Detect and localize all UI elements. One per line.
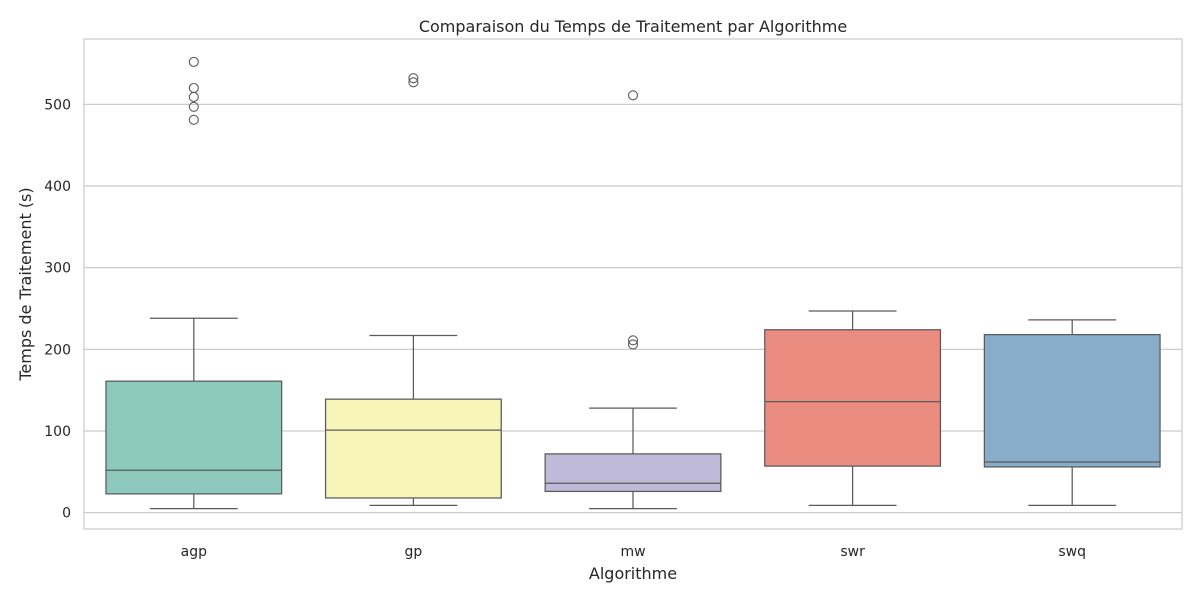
plot-area-frame: [83, 38, 1183, 530]
x-tick-label: mw: [620, 544, 645, 560]
x-tick-label: agp: [181, 544, 207, 560]
outlier-point: [627, 339, 639, 350]
outlier-point: [188, 56, 199, 67]
box-gp: [324, 73, 502, 506]
iqr-box: [544, 453, 722, 493]
y-tick-label: 300: [44, 261, 71, 277]
box-swr: [764, 310, 942, 506]
outlier-point: [627, 90, 639, 101]
y-tick-label: 0: [62, 506, 71, 522]
outlier-point: [408, 73, 419, 84]
outlier-point: [188, 82, 199, 94]
x-tick-label: gp: [405, 544, 423, 560]
outlier-point: [188, 101, 199, 112]
y-tick-label: 400: [44, 179, 71, 195]
x-tick-label: swq: [1058, 544, 1086, 560]
chart-title: Comparaison du Temps de Traitement par A…: [419, 17, 847, 36]
iqr-box: [764, 329, 942, 467]
iqr-box: [324, 398, 502, 499]
y-tick-label: 100: [44, 424, 71, 440]
x-axis-label: Algorithme: [589, 564, 677, 583]
box-mw: [544, 90, 722, 510]
outlier-point: [627, 335, 639, 346]
y-tick-label: 500: [44, 97, 71, 113]
iqr-box: [983, 334, 1161, 468]
x-tick-labels: agp gp mw swr swq: [181, 544, 1086, 560]
y-axis-label: Temps de Traitement (s): [16, 187, 35, 381]
boxes-layer: [105, 56, 1161, 510]
y-tick-labels: 0 100 200 300 400 500: [44, 97, 71, 521]
outlier-point: [188, 114, 199, 125]
outlier-point: [188, 91, 199, 103]
iqr-box: [105, 380, 283, 495]
x-tick-label: swr: [840, 544, 865, 560]
box-swq: [983, 319, 1161, 506]
box-agp: [105, 56, 283, 510]
outlier-point: [408, 77, 419, 88]
y-tick-label: 200: [44, 342, 71, 358]
